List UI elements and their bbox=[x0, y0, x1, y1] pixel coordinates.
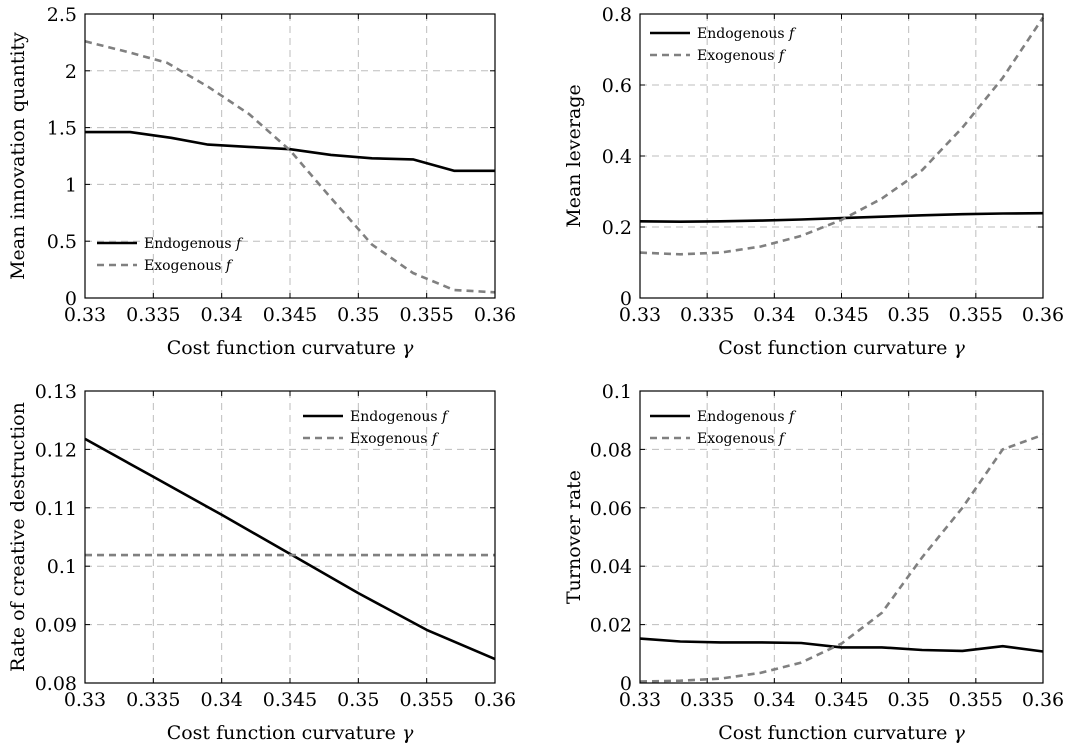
series-line-endogenous bbox=[85, 130, 495, 173]
x-tick-label: 0.34 bbox=[201, 304, 243, 326]
x-tick-label: 0.33 bbox=[619, 689, 661, 711]
y-tick-label: 0.1 bbox=[47, 556, 77, 578]
y-axis-label: Mean innovation quantity bbox=[7, 32, 29, 280]
x-tick-label: 0.35 bbox=[888, 304, 930, 326]
plot-frame bbox=[639, 13, 1044, 299]
y-tick-label: 0.08 bbox=[590, 439, 632, 461]
x-tick-label: 0.345 bbox=[263, 304, 317, 326]
plot-frame bbox=[84, 13, 496, 299]
legend: Endogenous f Exogenous f bbox=[97, 236, 244, 274]
x-axis-label: Cost function curvature γ bbox=[718, 337, 965, 359]
y-tick-label: 0 bbox=[65, 288, 77, 310]
chart-panel-3: 0.33 0.335 0.34 0.345 0.35 0.355 0.36 0.08 0.09 0… bbox=[7, 381, 516, 744]
x-axis-label: Cost function curvature γ bbox=[167, 722, 414, 744]
y-tick-label: 0.12 bbox=[35, 439, 77, 461]
x-tick-label: 0.335 bbox=[126, 304, 180, 326]
y-tick-label: 0.11 bbox=[35, 498, 77, 520]
y-tick-label: 0.08 bbox=[35, 673, 77, 695]
x-tick-label: 0.36 bbox=[474, 304, 516, 326]
x-axis-label: Cost function curvature γ bbox=[718, 722, 965, 744]
y-tick-label: 0.6 bbox=[602, 75, 632, 97]
y-tick-label: 0.1 bbox=[602, 381, 632, 403]
y-tick-label: 1 bbox=[65, 174, 77, 196]
legend: Endogenous f Exogenous f bbox=[650, 409, 797, 447]
grid bbox=[85, 14, 495, 298]
x-tick-label: 0.36 bbox=[474, 689, 516, 711]
y-tick-label: 0.13 bbox=[35, 381, 77, 403]
legend: Endogenous f Exogenous f bbox=[303, 409, 450, 447]
y-tick-label: 0.04 bbox=[590, 556, 632, 578]
y-axis-label: Mean leverage bbox=[563, 84, 585, 227]
legend: Endogenous f Exogenous f bbox=[650, 26, 797, 64]
y-tick-label: 0.06 bbox=[590, 498, 632, 520]
x-tick-label: 0.335 bbox=[680, 304, 734, 326]
legend-label: Exogenous f bbox=[350, 431, 440, 447]
y-tick-label: 0.8 bbox=[602, 4, 632, 26]
x-tick-label: 0.34 bbox=[753, 689, 795, 711]
legend-label: Endogenous f bbox=[697, 409, 797, 425]
chart-panel-2: 0.33 0.335 0.34 0.345 0.35 0.355 0.36 0 0.2 0.4 0.… bbox=[563, 4, 1064, 359]
x-tick-label: 0.35 bbox=[888, 689, 930, 711]
legend-label: Exogenous f bbox=[697, 431, 787, 447]
legend-label: Endogenous f bbox=[697, 26, 797, 42]
legend-label: Endogenous f bbox=[144, 236, 244, 252]
x-tick-label: 0.355 bbox=[949, 304, 1003, 326]
x-tick-label: 0.345 bbox=[263, 689, 317, 711]
x-tick-label: 0.355 bbox=[949, 689, 1003, 711]
y-tick-label: 0 bbox=[620, 288, 632, 310]
x-tick-label: 0.33 bbox=[619, 304, 661, 326]
x-tick-label: 0.35 bbox=[337, 304, 379, 326]
series-line-endogenous bbox=[639, 211, 1044, 223]
x-tick-label: 0.34 bbox=[753, 304, 795, 326]
y-tick-label: 1.5 bbox=[47, 118, 77, 140]
y-tick-label: 2 bbox=[65, 61, 77, 83]
legend-label: Endogenous f bbox=[350, 409, 450, 425]
y-tick-label: 0 bbox=[620, 673, 632, 695]
legend-label: Exogenous f bbox=[697, 48, 787, 64]
series-line-exogenous bbox=[639, 433, 1044, 683]
x-tick-label: 0.36 bbox=[1022, 689, 1064, 711]
x-tick-label: 0.33 bbox=[64, 689, 106, 711]
x-tick-label: 0.355 bbox=[399, 304, 453, 326]
x-tick-label: 0.36 bbox=[1022, 304, 1064, 326]
y-axis-label: Turnover rate bbox=[563, 470, 585, 604]
series-line-exogenous bbox=[84, 40, 496, 294]
x-tick-label: 0.335 bbox=[126, 689, 180, 711]
x-tick-label: 0.34 bbox=[201, 689, 243, 711]
x-tick-label: 0.355 bbox=[399, 689, 453, 711]
x-tick-label: 0.35 bbox=[337, 689, 379, 711]
x-tick-label: 0.335 bbox=[680, 689, 734, 711]
y-axis-label: Rate of creative destruction bbox=[7, 402, 29, 672]
series-line-exogenous bbox=[639, 16, 1045, 256]
y-tick-label: 0.09 bbox=[35, 615, 77, 637]
chart-panel-4: 0.33 0.335 0.34 0.345 0.35 0.355 0.36 0 0.02 0.04… bbox=[563, 381, 1064, 744]
y-tick-label: 0.4 bbox=[602, 146, 632, 168]
series-line-endogenous bbox=[639, 637, 1044, 653]
y-tick-label: 0.02 bbox=[590, 615, 632, 637]
x-axis-label: Cost function curvature γ bbox=[167, 337, 414, 359]
chart-panel-1: 0.33 0.335 0.34 0.345 0.35 0.355 0.36 0 0.5 1 1.5 2… bbox=[7, 4, 516, 359]
legend-label: Exogenous f bbox=[144, 258, 234, 274]
y-tick-label: 2.5 bbox=[47, 4, 77, 26]
y-tick-label: 0.5 bbox=[47, 231, 77, 253]
grid bbox=[85, 391, 495, 683]
x-tick-label: 0.33 bbox=[64, 304, 106, 326]
plot-frame bbox=[84, 390, 496, 684]
x-tick-label: 0.345 bbox=[814, 689, 868, 711]
y-tick-label: 0.2 bbox=[602, 217, 632, 239]
x-tick-label: 0.345 bbox=[814, 304, 868, 326]
grid bbox=[640, 391, 1043, 683]
plot-frame bbox=[639, 390, 1044, 684]
